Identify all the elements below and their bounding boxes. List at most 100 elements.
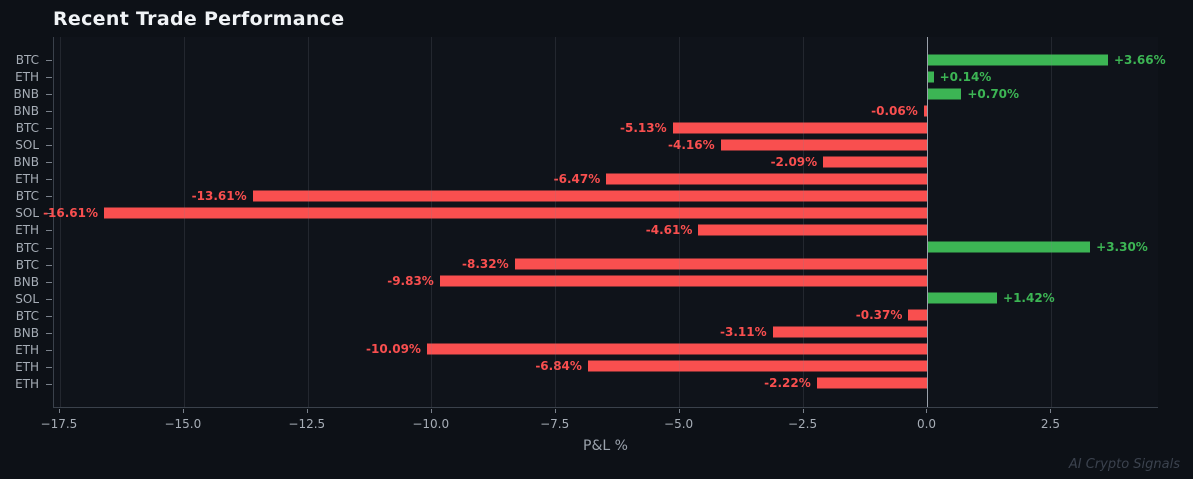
y-tick-mark	[46, 162, 52, 164]
y-tick-label: ETH	[15, 223, 39, 238]
x-tick-mark	[802, 409, 804, 413]
y-axis-row: BTC	[0, 307, 53, 324]
bar-row: +1.42%	[54, 290, 1158, 307]
bar-sol-9	[104, 207, 927, 219]
bar-eth-17	[426, 343, 927, 355]
y-tick-label: SOL	[15, 138, 39, 153]
y-tick-label: BNB	[13, 103, 39, 118]
x-tick-label: −7.5	[540, 417, 570, 431]
value-label: -0.06%	[871, 103, 918, 118]
bar-btc-8	[252, 190, 927, 202]
value-label: +3.30%	[1096, 240, 1148, 255]
y-tick-label: ETH	[15, 343, 39, 358]
grid-line	[679, 37, 681, 407]
y-axis-row: SOL	[0, 205, 53, 222]
y-axis-row: BNB	[0, 102, 53, 119]
bar-row: -6.47%	[54, 170, 1158, 187]
plot-area: +3.66% +0.14% +0.70% -0.06% -5.13% -4.16% -2.0…	[43, 37, 1166, 408]
y-tick-label: BTC	[15, 240, 39, 255]
y-axis-row: BNB	[0, 273, 53, 290]
bars-container: +3.66% +0.14% +0.70% -0.06% -5.13% -4.16% -2.0…	[43, 51, 1166, 392]
y-tick-label: ETH	[15, 377, 39, 392]
x-tick-mark	[182, 409, 184, 413]
x-tick-label: 0.0	[916, 417, 937, 431]
y-axis-row: BNB	[0, 85, 53, 102]
chart-title: Recent Trade Performance	[53, 8, 345, 30]
y-tick-label: BTC	[15, 189, 39, 204]
value-label: -10.09%	[365, 342, 421, 357]
bar-bnb-16	[772, 326, 927, 338]
grid-line	[59, 37, 61, 407]
y-tick-mark	[46, 93, 52, 95]
y-axis-row: BTC	[0, 119, 53, 136]
bar-btc-15	[908, 309, 927, 321]
bar-row: -0.37%	[54, 307, 1158, 324]
bar-eth-18	[587, 360, 927, 372]
y-axis-row: ETH	[0, 359, 53, 376]
y-tick-label: BNB	[13, 86, 39, 101]
grid-line	[431, 37, 433, 407]
value-label: -9.83%	[387, 274, 434, 289]
y-axis-row: ETH	[0, 68, 53, 85]
value-label: -8.32%	[462, 257, 509, 272]
bar-row: -8.32%	[54, 256, 1158, 273]
y-tick-mark	[46, 59, 52, 61]
value-label: -4.16%	[668, 137, 715, 152]
y-tick-label: BTC	[15, 257, 39, 272]
y-axis-row: BNB	[0, 154, 53, 171]
value-label: +3.66%	[1113, 52, 1166, 67]
bar-row: +3.30%	[54, 239, 1158, 256]
y-tick-label: BNB	[13, 326, 39, 341]
value-label: -5.13%	[620, 120, 667, 135]
zero-line	[926, 37, 928, 407]
bar-eth-10	[698, 224, 927, 236]
bar-sol-5	[720, 139, 927, 151]
y-tick-mark	[46, 315, 52, 317]
bar-bnb-6	[823, 156, 927, 168]
y-tick-label: BNB	[13, 155, 39, 170]
value-label: -2.22%	[764, 376, 811, 391]
bar-eth-1	[926, 71, 934, 83]
value-label: -6.84%	[535, 359, 582, 374]
y-axis-row: BTC	[0, 239, 53, 256]
y-tick-mark	[46, 298, 52, 300]
y-tick-mark	[46, 76, 52, 78]
y-tick-label: BTC	[15, 308, 39, 323]
y-tick-mark	[46, 145, 52, 147]
bar-row: -4.61%	[54, 221, 1158, 238]
y-tick-label: BTC	[15, 52, 39, 67]
grid-line	[1050, 37, 1052, 407]
y-axis: BTC ETH BNB BNB BTC SOL BNB ETH BTC SOL ETH BTC BTC B…	[0, 51, 53, 393]
y-tick-label: ETH	[15, 172, 39, 187]
value-label: -13.61%	[191, 188, 247, 203]
bar-btc-0	[926, 54, 1108, 66]
bar-row: +0.14%	[54, 68, 1158, 85]
x-tick-label: −12.5	[288, 417, 326, 431]
bar-row: -13.61%	[54, 187, 1158, 204]
value-label: +0.14%	[939, 69, 992, 84]
y-tick-mark	[46, 230, 52, 232]
bar-bnb-13	[439, 275, 927, 287]
y-tick-mark	[46, 281, 52, 283]
x-tick-mark	[1050, 409, 1052, 413]
value-label: -16.61%	[43, 205, 99, 220]
y-tick-mark	[46, 179, 52, 181]
bar-row: -10.09%	[54, 341, 1158, 358]
y-axis-row: BNB	[0, 325, 53, 342]
y-axis-row: SOL	[0, 136, 53, 153]
value-label: +1.42%	[1003, 291, 1055, 306]
y-tick-mark	[46, 247, 52, 249]
bar-row: -2.09%	[54, 153, 1158, 170]
bar-row: -5.13%	[54, 119, 1158, 136]
bar-row: -16.61%	[43, 204, 1158, 221]
value-label: -3.11%	[720, 325, 767, 340]
y-tick-label: BNB	[13, 274, 39, 289]
x-tick-label: −17.5	[40, 417, 78, 431]
y-tick-mark	[46, 264, 52, 266]
y-tick-mark	[46, 350, 52, 352]
grid-line	[307, 37, 309, 407]
y-axis-row: SOL	[0, 290, 53, 307]
x-tick-label: −10.0	[412, 417, 450, 431]
bar-row: +0.70%	[54, 85, 1158, 102]
